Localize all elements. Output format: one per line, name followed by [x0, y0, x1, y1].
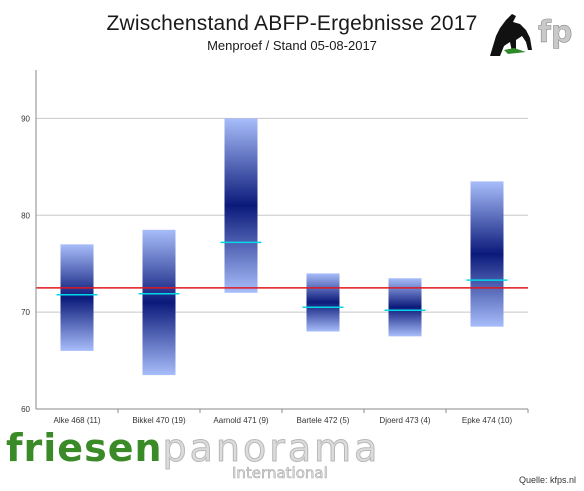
x-tick-label: Alke 468 (11): [54, 416, 101, 425]
kfps-letters: fp: [538, 15, 573, 50]
x-tick-label: Djoerd 473 (4): [379, 416, 430, 425]
range-bar: [388, 278, 422, 337]
brand-bold-text: friesen: [6, 426, 163, 470]
y-tick-label: 70: [21, 308, 30, 317]
y-tick-label: 80: [21, 211, 30, 220]
brand-thin-text: panorama: [162, 426, 381, 471]
y-tick-label: 60: [21, 405, 30, 414]
range-bar: [306, 273, 340, 332]
source-note: Quelle: kfps.nl: [518, 475, 576, 485]
brand-sub-text: International: [232, 464, 328, 483]
x-tick-label: Aarnold 471 (9): [213, 416, 268, 425]
friesenpanorama-logo: friesenpanorama International: [6, 426, 378, 483]
range-bar: [142, 229, 176, 376]
chart-title: Zwischenstand ABFP-Ergebnisse 2017: [106, 12, 478, 35]
x-tick-label: Epke 474 (10): [462, 416, 513, 425]
horse-logo-icon: [490, 14, 532, 56]
range-bar: [224, 118, 258, 293]
range-bar: [470, 181, 504, 327]
x-tick-label: Bartele 472 (5): [297, 416, 350, 425]
range-bar: [60, 244, 94, 351]
kfps-logo: fp: [490, 14, 573, 56]
chart-subtitle: Menproef / Stand 05-08-2017: [207, 38, 377, 53]
x-tick-label: Bikkel 470 (19): [132, 416, 186, 425]
y-tick-label: 90: [21, 114, 30, 123]
